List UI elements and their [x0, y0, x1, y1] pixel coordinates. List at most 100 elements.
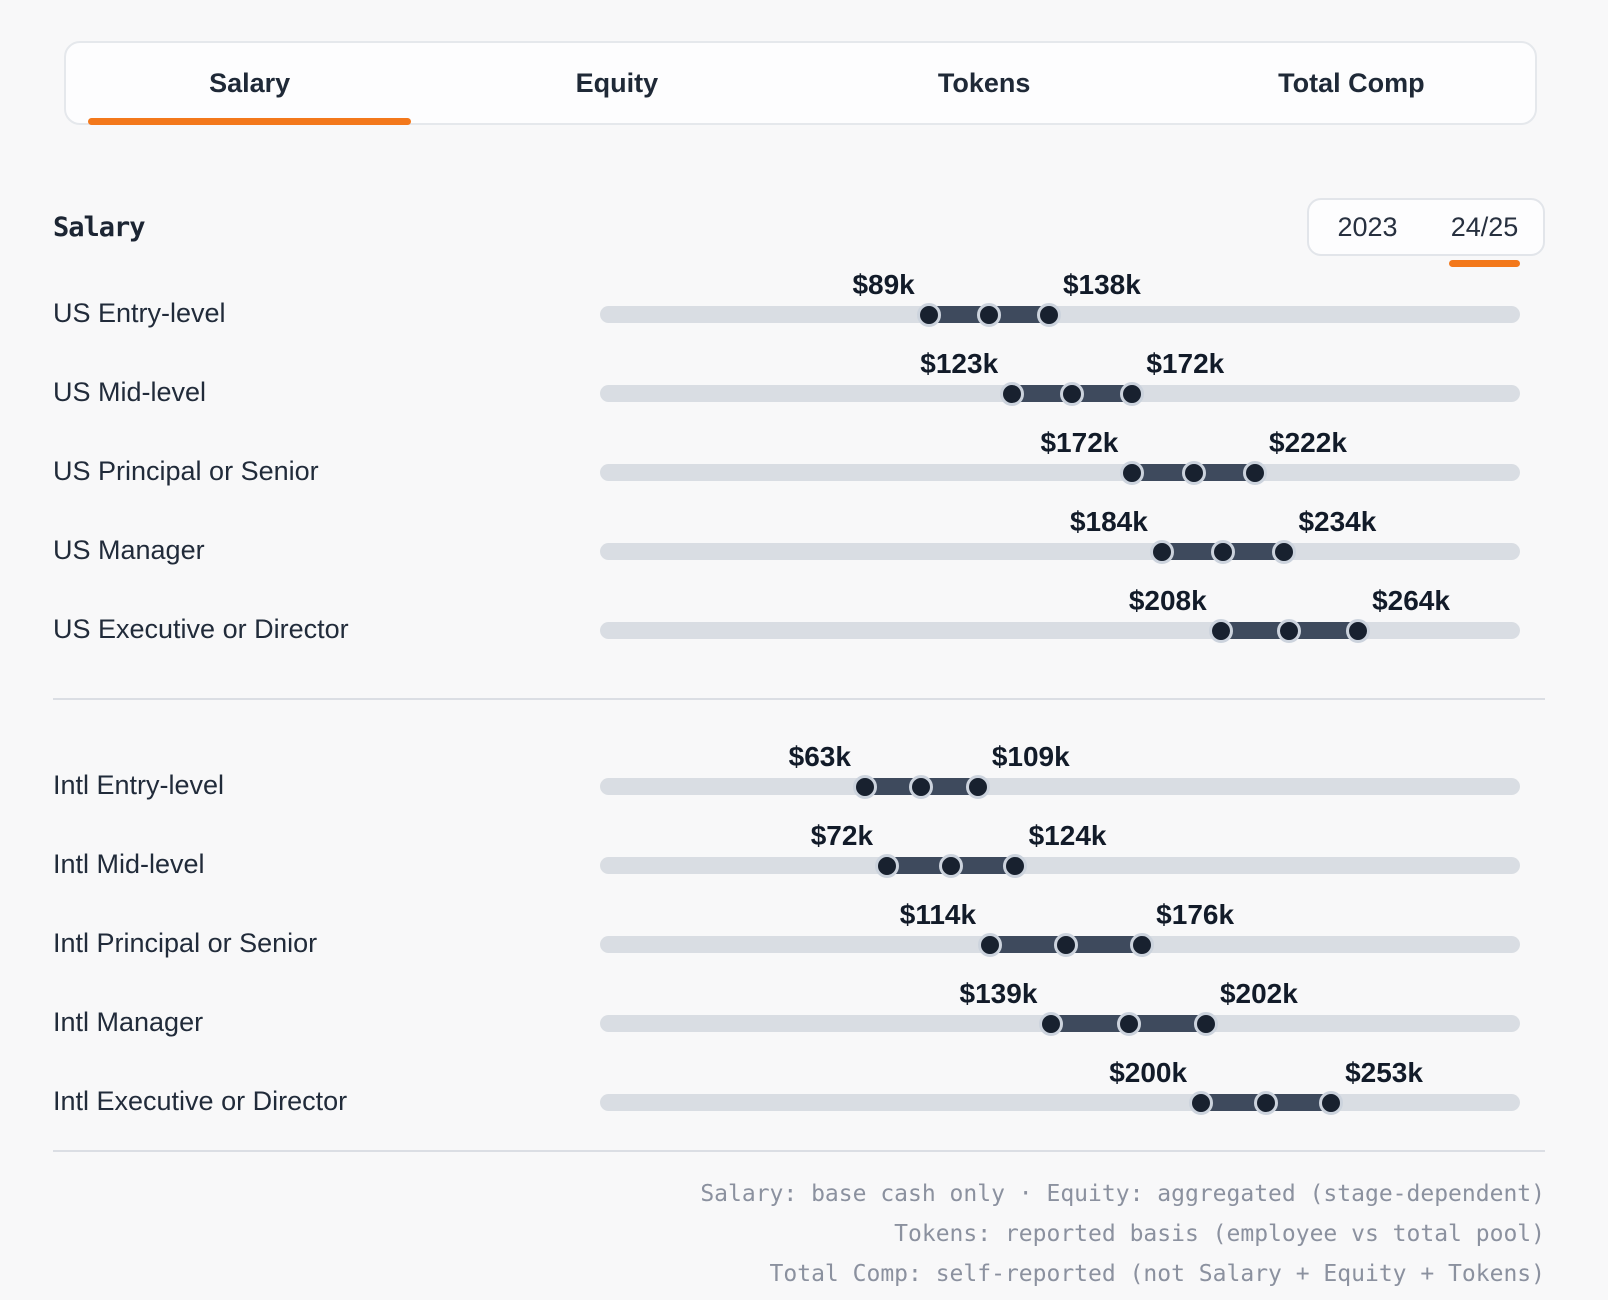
- min-value-label: $123k: [920, 348, 999, 379]
- min-value-label: $200k: [1109, 1057, 1188, 1088]
- min-dot: [916, 302, 941, 327]
- year-toggle-2023[interactable]: 2023: [1337, 211, 1398, 242]
- year-toggle: 2023 24/25: [1307, 198, 1545, 267]
- table-row: US Mid-level $123k $172k: [53, 349, 1545, 428]
- footnote-salary: Salary: base cash only · Equity: aggrega…: [700, 1181, 1545, 1207]
- tab-total-comp-label: Total Comp: [1278, 67, 1425, 98]
- max-value-label: $253k: [1345, 1057, 1423, 1088]
- tab-tokens[interactable]: Tokens: [801, 43, 1168, 123]
- max-dot: [1130, 932, 1155, 957]
- section-divider: [53, 698, 1545, 700]
- min-dot: [1000, 381, 1025, 406]
- min-dot: [1120, 460, 1145, 485]
- max-value-label: $222k: [1269, 427, 1347, 458]
- row-label: US Manager: [53, 535, 205, 565]
- bar-track: [600, 464, 1520, 481]
- footnote-tokens: Tokens: reported basis (employee vs tota…: [894, 1221, 1545, 1247]
- footnotes: Salary: base cash only · Equity: aggrega…: [53, 1174, 1545, 1294]
- table-row: Intl Principal or Senior $114k $176k: [53, 900, 1545, 979]
- year-toggle-24-25[interactable]: 24/25: [1426, 200, 1543, 267]
- max-dot: [1193, 1011, 1218, 1036]
- footnote-total-comp: Total Comp: self-reported (not Salary + …: [769, 1261, 1545, 1287]
- range-bar: $89k $138k: [600, 270, 1520, 349]
- tab-tokens-label: Tokens: [937, 67, 1031, 98]
- max-value-label: $124k: [1028, 820, 1107, 851]
- section-header: Salary 2023 24/25: [53, 198, 1545, 267]
- range-bar: $184k $234k: [600, 507, 1520, 586]
- min-value-label: $184k: [1069, 506, 1148, 537]
- min-dot: [978, 932, 1003, 957]
- row-label: Intl Executive or Director: [53, 1086, 348, 1116]
- max-dot: [1272, 539, 1297, 564]
- mid-dot: [1254, 1090, 1279, 1115]
- mid-dot: [938, 853, 963, 878]
- table-row: Intl Entry-level $63k $109k: [53, 742, 1545, 821]
- table-row: Intl Executive or Director $200k $253k: [53, 1058, 1545, 1137]
- min-dot: [875, 853, 900, 878]
- table-row: US Manager $184k $234k: [53, 507, 1545, 586]
- bar-track: [600, 778, 1520, 795]
- footer-divider: [53, 1150, 1545, 1152]
- tab-salary[interactable]: Salary: [66, 43, 433, 125]
- mid-dot: [909, 774, 934, 799]
- min-dot: [852, 774, 877, 799]
- min-dot: [1039, 1011, 1064, 1036]
- mid-dot: [1116, 1011, 1141, 1036]
- max-dot: [1319, 1090, 1344, 1115]
- bar-track: [600, 1094, 1520, 1111]
- range-bar: $63k $109k: [600, 742, 1520, 821]
- table-row: Intl Mid-level $72k $124k: [53, 821, 1545, 900]
- tab-equity[interactable]: Equity: [433, 43, 800, 123]
- row-label: Intl Mid-level: [53, 849, 205, 879]
- range-bar: $72k $124k: [600, 821, 1520, 900]
- range-bar: $200k $253k: [600, 1058, 1520, 1137]
- bar-track: [600, 622, 1520, 639]
- range-bar: $172k $222k: [600, 428, 1520, 507]
- row-label: US Entry-level: [53, 298, 226, 328]
- mid-dot: [1211, 539, 1236, 564]
- mid-dot: [976, 302, 1001, 327]
- row-label: US Principal or Senior: [53, 456, 319, 486]
- table-row: US Executive or Director $208k $264k: [53, 586, 1545, 665]
- bar-track: [600, 857, 1520, 874]
- mid-dot: [1060, 381, 1085, 406]
- us-salary-group: US Entry-level $89k $138k US Mid-level $…: [53, 270, 1545, 665]
- mid-dot: [1054, 932, 1079, 957]
- max-dot: [1243, 460, 1268, 485]
- max-value-label: $234k: [1298, 506, 1377, 537]
- row-label: Intl Principal or Senior: [53, 928, 318, 958]
- table-row: US Entry-level $89k $138k: [53, 270, 1545, 349]
- min-value-label: $172k: [1040, 427, 1119, 458]
- tab-salary-label: Salary: [209, 67, 291, 98]
- bar-track: [600, 543, 1520, 560]
- row-label: Intl Manager: [53, 1007, 204, 1037]
- max-value-label: $172k: [1146, 348, 1225, 379]
- row-label: US Executive or Director: [53, 614, 349, 644]
- table-row: Intl Manager $139k $202k: [53, 979, 1545, 1058]
- min-value-label: $89k: [852, 269, 915, 300]
- mid-dot: [1277, 618, 1302, 643]
- min-value-label: $114k: [899, 899, 977, 930]
- max-value-label: $176k: [1156, 899, 1235, 930]
- max-value-label: $264k: [1372, 585, 1450, 616]
- range-bar: $208k $264k: [600, 586, 1520, 665]
- range-bar: $123k $172k: [600, 349, 1520, 428]
- tab-total-comp[interactable]: Total Comp: [1168, 43, 1535, 123]
- max-dot: [1120, 381, 1145, 406]
- min-dot: [1149, 539, 1174, 564]
- tab-equity-label: Equity: [575, 67, 659, 98]
- max-dot: [1002, 853, 1027, 878]
- min-dot: [1208, 618, 1233, 643]
- range-bar: $114k $176k: [600, 900, 1520, 979]
- max-value-label: $138k: [1062, 269, 1141, 300]
- max-dot: [965, 774, 990, 799]
- intl-salary-group: Intl Entry-level $63k $109k Intl Mid-lev…: [53, 742, 1545, 1137]
- table-row: US Principal or Senior $172k $222k: [53, 428, 1545, 507]
- max-value-label: $109k: [991, 741, 1070, 772]
- min-dot: [1189, 1090, 1214, 1115]
- row-label: Intl Entry-level: [53, 770, 225, 800]
- row-label: US Mid-level: [53, 377, 207, 407]
- mid-dot: [1181, 460, 1206, 485]
- tab-bar: Salary Equity Tokens Total Comp: [64, 41, 1537, 125]
